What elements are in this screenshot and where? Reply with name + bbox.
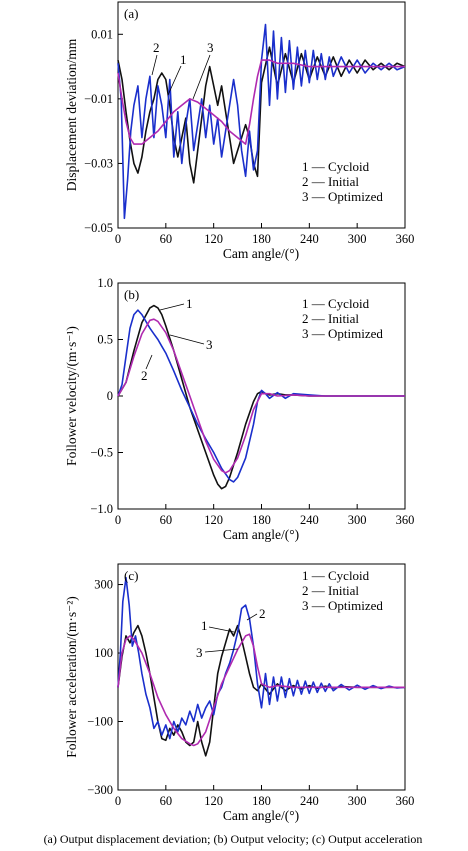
series-line-cycloid: [117, 624, 405, 757]
annotation-1: 1: [186, 296, 193, 311]
annotations: 1 2 3: [196, 606, 266, 660]
x-tick-label: 0: [115, 232, 121, 246]
series-line-initial: [117, 23, 406, 220]
figure-caption: (a) Output displacement deviation; (b) O…: [44, 832, 423, 846]
legend: 1 — Cycloid 2 — Initial 3 — Optimized: [302, 568, 383, 613]
annotation-leader-3: [192, 54, 211, 100]
x-tick-label: 60: [160, 794, 173, 808]
y-tick-label: −0.5: [90, 446, 113, 460]
legend-entry-optimized: 3 — Optimized: [302, 189, 383, 204]
annotation-leader-3: [169, 334, 205, 345]
annotation-leader-1: [159, 303, 185, 311]
legend-entry-cycloid: 1 — Cycloid: [302, 159, 370, 174]
series-layer: [117, 304, 405, 490]
series-layer: [117, 23, 406, 220]
y-tick-label: −300: [87, 783, 113, 797]
annotation-3: 3: [196, 645, 203, 660]
legend: 1 — Cycloid 2 — Initial 3 — Optimized: [302, 296, 383, 341]
x-tick-label: 300: [348, 232, 367, 246]
annotation-2: 2: [141, 368, 148, 383]
annotation-leader-1: [208, 626, 235, 633]
legend-entry-initial: 2 — Initial: [302, 583, 359, 598]
series-line-optimized: [117, 633, 405, 747]
legend-entry-initial: 2 — Initial: [302, 174, 359, 189]
series-line-optimized: [117, 318, 405, 474]
series-layer: [117, 576, 406, 757]
y-tick-label: −1.0: [90, 502, 113, 516]
panel-label: (a): [124, 6, 138, 21]
x-tick-label: 240: [300, 232, 319, 246]
annotation-leader-2: [246, 613, 258, 621]
y-tick-label: −0.03: [84, 156, 113, 170]
x-tick-label: 60: [160, 232, 173, 246]
legend-entry-cycloid: 1 — Cycloid: [302, 296, 370, 311]
x-axis-label: Cam angle/(°): [223, 808, 299, 823]
series-line-optimized: [117, 59, 405, 145]
y-tick-label: −100: [87, 715, 113, 729]
legend-entry-initial: 2 — Initial: [302, 311, 359, 326]
panel-b: 0 60 120 180 240 300 360 1.0 0.5 0 −0.5 −1.0 (b) Ca…: [64, 276, 414, 542]
y-tick-label: 1.0: [97, 276, 113, 290]
annotations: 1 2 3: [141, 296, 213, 383]
annotation-leader-1: [167, 65, 182, 96]
legend-entry-optimized: 3 — Optimized: [302, 326, 383, 341]
panel-a: 0 60 120 180 240 300 360 0.01 −0.01 −0.03 −0.05 (a…: [64, 1, 414, 261]
series-line-cycloid: [117, 304, 405, 490]
annotation-2: 2: [153, 40, 160, 55]
panel-label: (c): [124, 568, 138, 583]
legend-entry-optimized: 3 — Optimized: [302, 598, 383, 613]
annotation-1: 1: [201, 618, 208, 633]
x-tick-label: 0: [115, 513, 121, 527]
y-axis-label: Follower acceleration/(m·s⁻²): [64, 596, 79, 758]
x-tick-label: 360: [396, 513, 415, 527]
annotation-3: 3: [207, 40, 214, 55]
y-tick-label: 0: [107, 389, 113, 403]
tick-labels: 0 60 120 180 240 300 360 300 100 −100 −300: [87, 578, 414, 808]
y-axis-label: Follower velocity/(m·s⁻¹): [64, 326, 79, 466]
annotation-2: 2: [259, 606, 266, 621]
y-axis-label: Displacement deviation/mm: [64, 38, 79, 191]
x-tick-label: 180: [252, 794, 271, 808]
x-tick-label: 300: [348, 794, 367, 808]
x-tick-label: 300: [348, 513, 367, 527]
y-tick-label: 0.5: [97, 333, 113, 347]
x-tick-label: 180: [252, 513, 271, 527]
y-tick-label: −0.05: [84, 221, 113, 235]
x-tick-label: 240: [300, 513, 319, 527]
series-line-initial: [117, 576, 406, 740]
series-line-initial: [117, 309, 405, 483]
y-tick-label: 100: [94, 646, 113, 660]
annotation-leader-2: [145, 354, 153, 370]
panel-label: (b): [124, 287, 139, 302]
x-tick-label: 360: [396, 232, 415, 246]
y-tick-label: −0.01: [84, 92, 113, 106]
annotation-3: 3: [206, 337, 213, 352]
x-axis-label: Cam angle/(°): [223, 246, 299, 261]
legend: 1 — Cycloid 2 — Initial 3 — Optimized: [302, 159, 383, 204]
panel-c: 0 60 120 180 240 300 360 300 100 −100 −300 (c) Cam…: [64, 563, 414, 823]
x-tick-label: 0: [115, 794, 121, 808]
y-tick-label: 0.01: [91, 27, 113, 41]
annotation-leader-3: [204, 648, 239, 653]
x-tick-label: 120: [204, 232, 223, 246]
x-tick-label: 360: [396, 794, 415, 808]
y-tick-label: 300: [94, 578, 113, 592]
x-axis-label: Cam angle/(°): [223, 527, 299, 542]
series-line-cycloid: [117, 46, 406, 184]
x-tick-label: 120: [204, 513, 223, 527]
legend-entry-cycloid: 1 — Cycloid: [302, 568, 370, 583]
tick-labels: 0 60 120 180 240 300 360 0.01 −0.01 −0.03 −0.05: [84, 27, 414, 246]
x-tick-label: 180: [252, 232, 271, 246]
annotations: 1 2 3: [151, 40, 214, 100]
x-tick-label: 120: [204, 794, 223, 808]
x-tick-label: 60: [160, 513, 173, 527]
annotation-leader-2: [151, 54, 158, 76]
x-tick-label: 240: [300, 794, 319, 808]
annotation-1: 1: [180, 52, 187, 67]
tick-labels: 0 60 120 180 240 300 360 1.0 0.5 0 −0.5 −1.0: [90, 276, 414, 527]
